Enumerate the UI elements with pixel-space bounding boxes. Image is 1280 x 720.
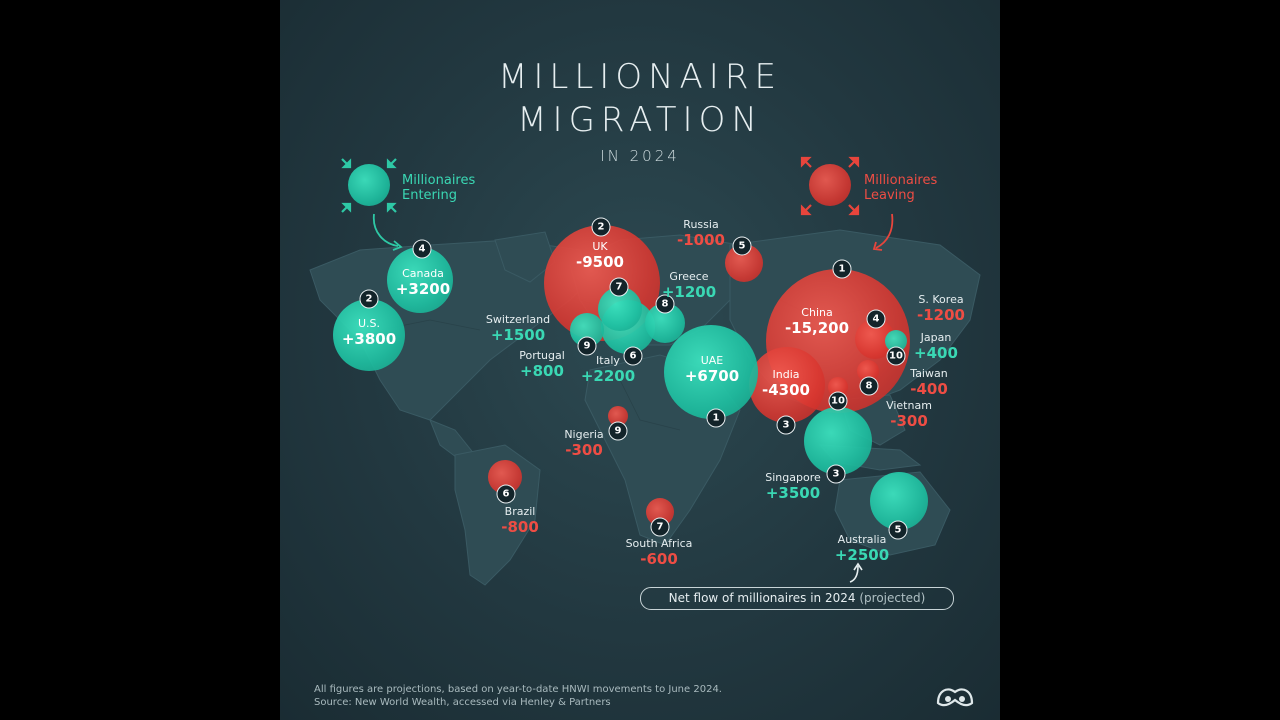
rank-badge: 7 — [609, 277, 629, 297]
label-greece: Greece +1200 — [661, 270, 717, 301]
net-flow-pill: Net flow of millionaires in 2024 (projec… — [640, 587, 954, 610]
rank-badge: 6 — [623, 346, 643, 366]
bubble-india — [749, 347, 825, 423]
rank-badge: 8 — [859, 376, 879, 396]
rank-badge: 6 — [496, 484, 516, 504]
legend-leaving-bubble — [809, 164, 851, 206]
rank-badge: 3 — [776, 415, 796, 435]
infographic-panel: MILLIONAIRE MIGRATION IN 2024 Millionair… — [280, 0, 1000, 720]
inward-arrows-icon — [341, 158, 397, 213]
label-vietnam: Vietnam -300 — [886, 399, 932, 430]
rank-badge: 1 — [706, 408, 726, 428]
rank-badge: 7 — [650, 517, 670, 537]
bubble-us — [333, 299, 405, 371]
rank-badge: 5 — [732, 236, 752, 256]
footnote: All figures are projections, based on ye… — [314, 683, 722, 709]
label-china: China -15,200 — [784, 306, 850, 337]
rank-badge: 3 — [826, 464, 846, 484]
rank-badge: 1 — [832, 259, 852, 279]
rank-badge: 2 — [359, 289, 379, 309]
legend-leaving-label: Millionaires Leaving — [864, 173, 938, 203]
label-uk: UK -9500 — [576, 240, 624, 271]
rank-badge: 5 — [888, 520, 908, 540]
brand-logo-icon — [936, 688, 974, 707]
label-japan: Japan +400 — [914, 331, 958, 362]
net-flow-projected: (projected) — [859, 591, 926, 605]
title-subtitle: IN 2024 — [600, 147, 680, 165]
label-taiwan: Taiwan -400 — [910, 367, 948, 398]
rank-badge: 10 — [886, 346, 906, 366]
label-australia: Australia +2500 — [834, 533, 890, 564]
rank-badge: 10 — [828, 391, 848, 411]
rank-badge: 8 — [655, 294, 675, 314]
rank-badge: 4 — [866, 309, 886, 329]
outward-arrows-icon — [800, 156, 860, 216]
title-line-2: MIGRATION — [517, 100, 763, 140]
rank-badge: 9 — [608, 421, 628, 441]
bubble-uae — [664, 325, 758, 419]
title-line-1: MILLIONAIRE — [498, 57, 782, 97]
label-brazil: Brazil -800 — [501, 505, 539, 536]
label-india: India -4300 — [762, 368, 810, 399]
rank-badge: 2 — [591, 217, 611, 237]
bubble-australia — [870, 472, 928, 530]
curved-arrow-icon — [372, 213, 403, 251]
label-singapore: Singapore +3500 — [765, 471, 821, 502]
legend-entering-bubble — [348, 164, 390, 206]
label-portugal: Portugal +800 — [519, 349, 565, 380]
arrow-up-icon — [849, 562, 863, 583]
bubble-singapore — [804, 407, 872, 475]
label-us: U.S. +3800 — [341, 317, 397, 348]
legend-entering-label: Millionaires Entering — [402, 173, 476, 203]
label-s-korea: S. Korea -1200 — [917, 293, 965, 324]
rank-badge: 4 — [412, 239, 432, 259]
label-italy: Italy +2200 — [580, 354, 636, 385]
bubble-nigeria — [608, 406, 628, 426]
label-russia: Russia -1000 — [677, 218, 725, 249]
footnote-line-2: Source: New World Wealth, accessed via H… — [314, 697, 611, 708]
bubble-taiwan — [857, 360, 879, 382]
label-south-africa: South Africa -600 — [625, 537, 693, 568]
rank-badge: 9 — [577, 336, 597, 356]
label-switzerland: Switzerland +1500 — [485, 313, 551, 344]
footnote-line-1: All figures are projections, based on ye… — [314, 684, 722, 695]
curved-arrow-icon — [872, 213, 894, 251]
label-uae: UAE +6700 — [684, 354, 740, 385]
label-canada: Canada +3200 — [395, 267, 451, 298]
net-flow-label: Net flow of millionaires in 2024 — [668, 591, 856, 605]
bubble-japan — [885, 330, 907, 352]
label-nigeria: Nigeria -300 — [564, 428, 604, 459]
